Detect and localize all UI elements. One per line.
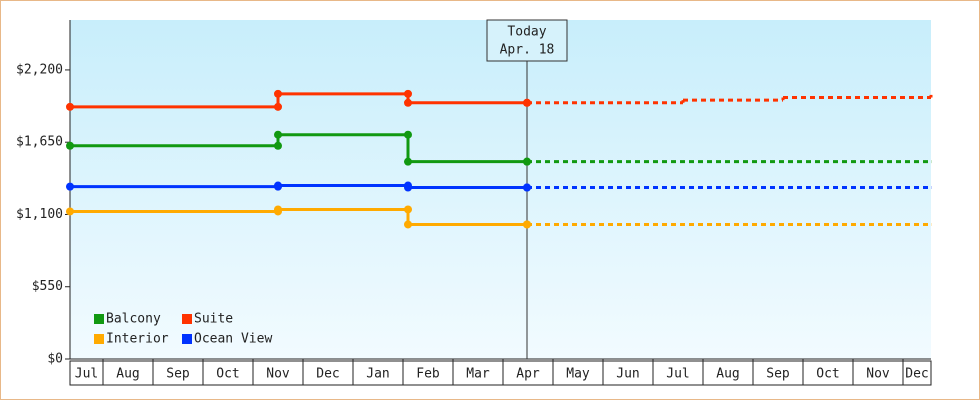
- point-marker: [404, 157, 412, 166]
- point-marker: [274, 141, 282, 150]
- legend-swatch: [182, 314, 192, 324]
- point-marker: [404, 205, 412, 214]
- y-tick-label: $1,100: [16, 207, 63, 222]
- point-marker: [274, 89, 282, 98]
- legend-label: Ocean View: [194, 332, 272, 347]
- x-tick-label: Sep: [166, 367, 190, 382]
- point-marker: [274, 205, 282, 214]
- today-label: Apr. 18: [500, 43, 555, 58]
- x-tick-label: Oct: [216, 367, 239, 382]
- point-marker: [274, 181, 282, 190]
- point-marker: [523, 220, 531, 229]
- x-tick-label: Dec: [316, 367, 339, 382]
- point-marker: [274, 102, 282, 111]
- point-marker: [523, 157, 531, 166]
- plot-area: [70, 20, 931, 359]
- point-marker: [66, 182, 74, 191]
- legend-swatch: [94, 334, 104, 344]
- point-marker: [404, 89, 412, 98]
- legend-label: Interior: [106, 332, 169, 347]
- today-box: [486, 19, 568, 62]
- point-marker: [404, 183, 412, 192]
- x-tick-label: Jul: [75, 367, 98, 382]
- today-label: Today: [507, 25, 546, 40]
- x-tick-label: Aug: [116, 367, 139, 382]
- point-marker: [404, 220, 412, 229]
- legend-swatch: [94, 314, 104, 324]
- y-tick-label: $0: [47, 352, 63, 367]
- x-tick-label: Feb: [416, 367, 440, 382]
- x-tick-label: Aug: [716, 367, 739, 382]
- x-tick-label: Oct: [816, 367, 839, 382]
- legend-label: Suite: [194, 312, 233, 327]
- x-tick-label: Jan: [366, 367, 389, 382]
- point-marker: [523, 183, 531, 192]
- legend-label: Balcony: [106, 312, 161, 327]
- x-tick-label: Apr: [516, 367, 540, 382]
- point-marker: [66, 102, 74, 111]
- x-tick-label: Mar: [466, 367, 490, 382]
- x-tick-label: Nov: [866, 367, 890, 382]
- x-tick-label: Jul: [666, 367, 689, 382]
- y-tick-label: $1,650: [16, 135, 63, 150]
- y-tick-label: $550: [32, 279, 63, 294]
- y-tick-label: $2,200: [16, 62, 63, 77]
- point-marker: [404, 130, 412, 139]
- x-tick-label: Nov: [266, 367, 290, 382]
- x-tick-label: Jun: [616, 367, 639, 382]
- point-marker: [274, 130, 282, 139]
- point-marker: [404, 98, 412, 107]
- point-marker: [523, 98, 531, 107]
- x-axis-box: [69, 360, 932, 386]
- x-tick-label: May: [566, 367, 590, 382]
- legend-swatch: [182, 334, 192, 344]
- x-tick-label: Sep: [766, 367, 790, 382]
- point-marker: [66, 207, 74, 216]
- x-tick-label: Dec: [905, 367, 928, 382]
- point-marker: [66, 141, 74, 150]
